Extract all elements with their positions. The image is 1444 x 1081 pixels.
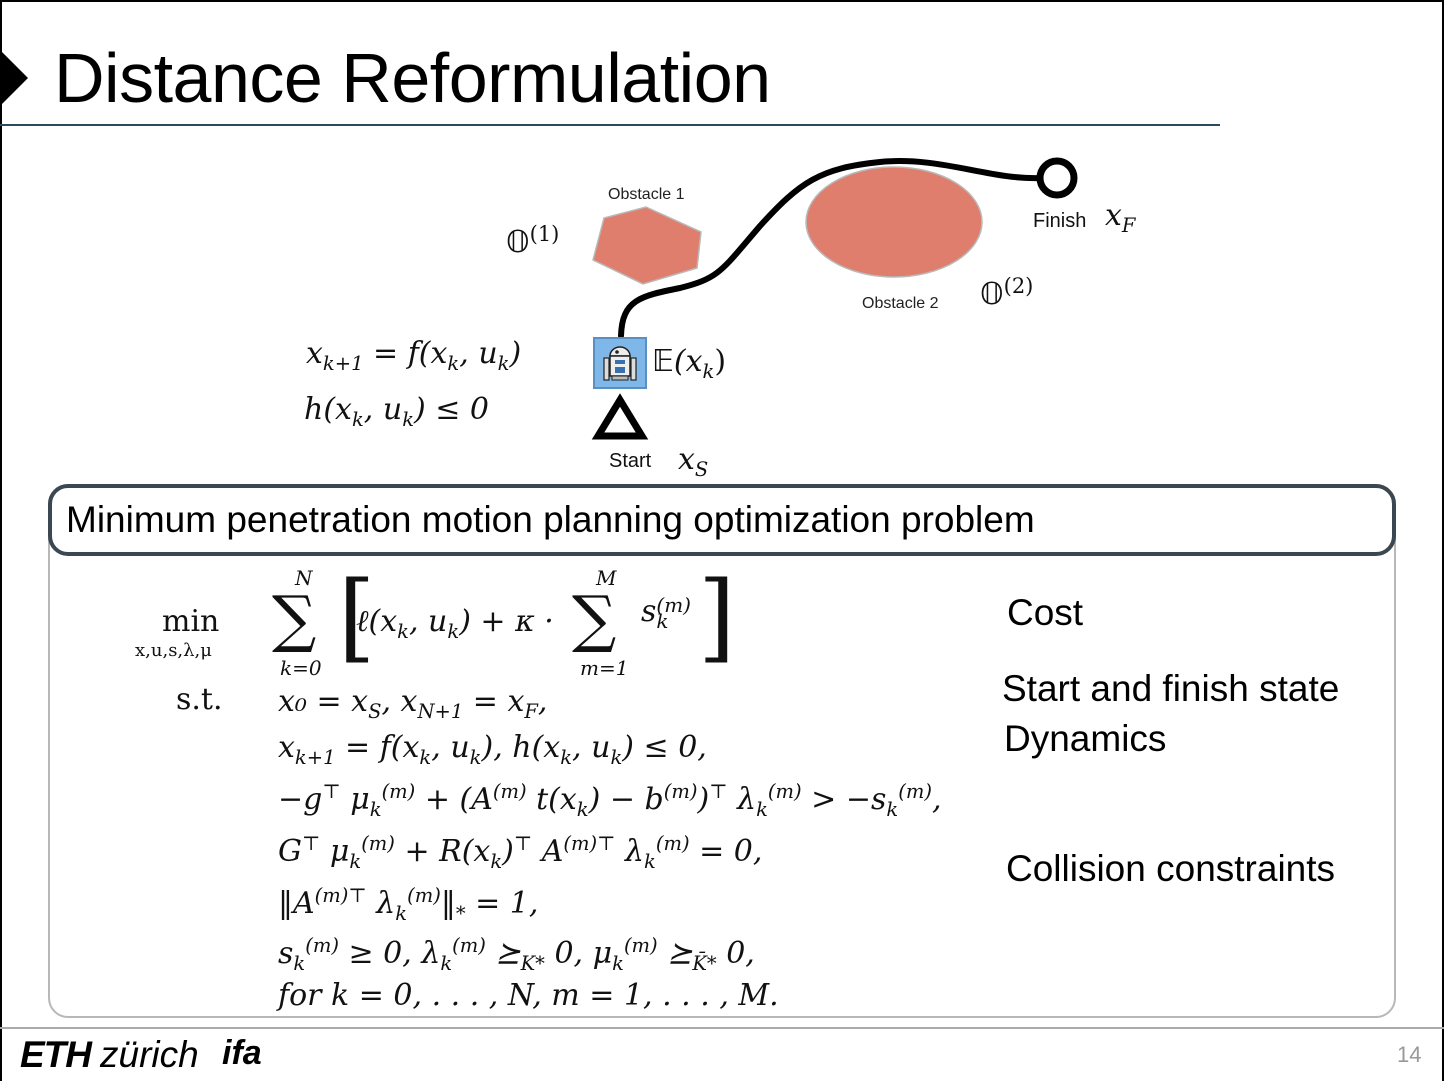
constraint-cones: sk(m) ≥ 0, λk(m) ⪰K* 0, μk(m) ⪰K̄* 0, xyxy=(278,934,755,975)
slack-variable: s (m) k xyxy=(641,593,691,633)
eth-logo-zurich: zürich xyxy=(100,1034,199,1075)
stage-cost: ℓ(xk, uk) + κ · xyxy=(356,604,554,643)
finish-marker-icon xyxy=(1036,157,1078,199)
sum-symbol: ∑ xyxy=(272,582,317,655)
sum-lower-limit: k=0 xyxy=(280,656,322,680)
ifa-logo: ifa xyxy=(222,1034,262,1072)
left-bracket: [ xyxy=(338,561,376,673)
obstacle-2-shape xyxy=(805,166,983,278)
obstacle-2-label: Obstacle 2 xyxy=(862,295,939,312)
label-dynamics: Dynamics xyxy=(1004,718,1167,759)
label-cost: Cost xyxy=(1007,592,1084,633)
subject-to: s.t. xyxy=(176,682,223,717)
robot-icon xyxy=(593,337,647,389)
obstacle-1-symbol: 𝕆(1) xyxy=(506,222,560,260)
obstacle-2-symbol: 𝕆(2) xyxy=(980,274,1034,312)
page-number: 14 xyxy=(1397,1042,1422,1067)
constraint-collision-1: −g⊤ μk(m) + (A(m) t(xk) − b(m))⊤ λk(m) >… xyxy=(278,780,942,821)
finish-label: Finish xyxy=(1033,210,1087,232)
dynamics-equation: xk+1 = f(xk, uk) xyxy=(306,336,522,375)
constraint-equation: h(xk, uk) ≤ 0 xyxy=(304,392,490,431)
sum-upper-limit: N xyxy=(295,566,313,590)
constraint-indices: for k = 0, . . . , N, m = 1, . . . , M. xyxy=(278,978,779,1013)
finish-state-symbol: xF xyxy=(1105,198,1136,237)
page-title: Distance Reformulation xyxy=(54,39,771,117)
start-marker-icon xyxy=(591,393,649,440)
start-label: Start xyxy=(609,450,652,472)
problem-box-title: Minimum penetration motion planning opti… xyxy=(66,499,1035,540)
right-bracket: ] xyxy=(698,561,736,673)
trajectory-path xyxy=(618,158,1043,339)
title-divider xyxy=(0,124,1220,126)
inner-sum-upper-limit: M xyxy=(596,566,617,590)
eth-logo: ETH xyxy=(20,1034,92,1075)
footer-divider xyxy=(0,1027,1444,1029)
label-start-finish: Start and finish state xyxy=(1002,668,1340,709)
obstacle-1-shape xyxy=(592,206,702,285)
start-state-symbol: xS xyxy=(678,442,709,481)
label-collision: Collision constraints xyxy=(1006,848,1336,889)
constraint-dynamics: xk+1 = f(xk, uk), h(xk, uk) ≤ 0, xyxy=(278,730,707,769)
title-marker-icon xyxy=(0,50,28,106)
constraint-collision-3: ‖A(m)⊤ λk(m)‖* = 1, xyxy=(278,884,539,925)
motion-planning-diagram xyxy=(591,157,1078,440)
problem-box-header xyxy=(48,484,1396,556)
inner-sum-lower-limit: m=1 xyxy=(580,656,629,680)
ego-set-symbol: 𝔼(xk) xyxy=(652,344,727,383)
min-operator: min xyxy=(162,604,220,639)
constraint-collision-2: G⊤ μk(m) + R(xk)⊤ A(m)⊤ λk(m) = 0, xyxy=(278,832,763,873)
obstacle-1-label: Obstacle 1 xyxy=(608,186,685,203)
min-variables: x,u,s,λ,μ xyxy=(135,640,212,661)
constraint-boundary: x₀ = xS, xN+1 = xF, xyxy=(278,684,548,723)
inner-sum-symbol: ∑ xyxy=(572,582,617,655)
